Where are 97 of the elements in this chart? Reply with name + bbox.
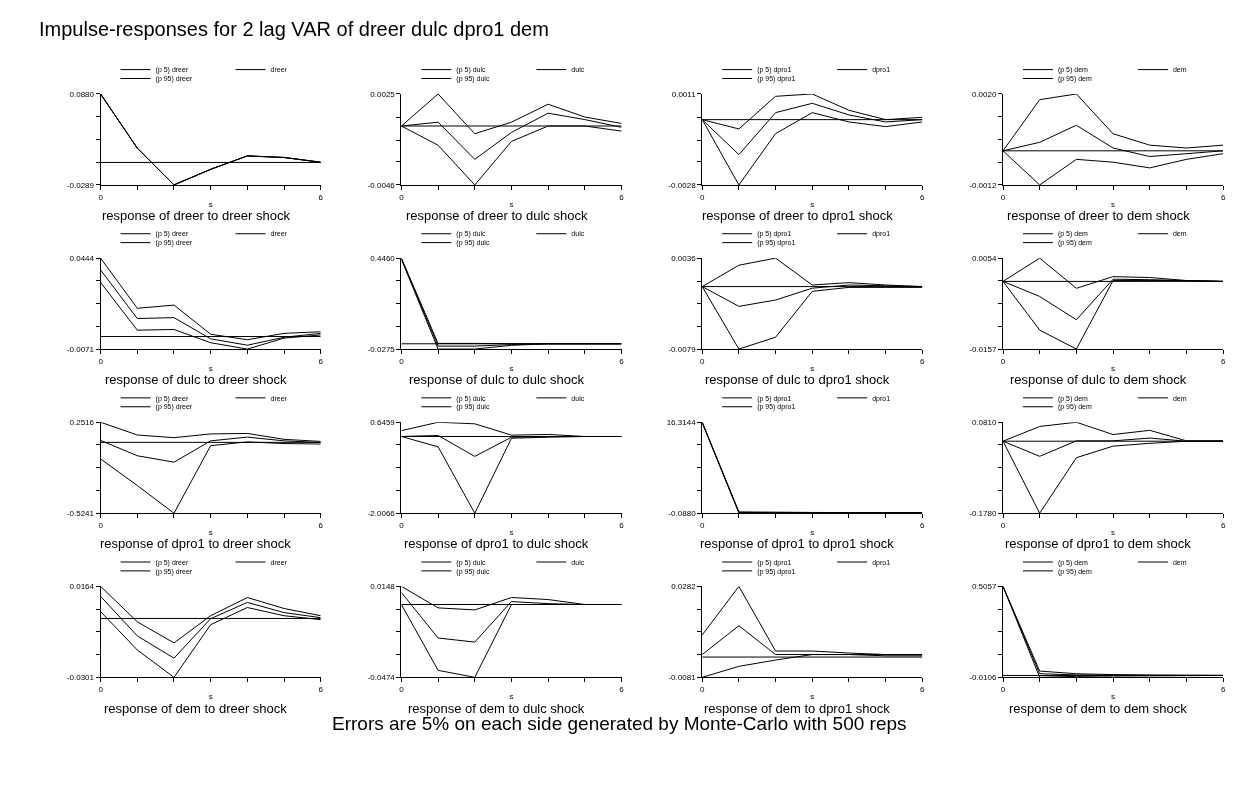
x-tick-label: 6 [1220, 520, 1226, 530]
y-tick-label: 0.0011 [671, 89, 697, 99]
y-tick-label: 0.0025 [370, 89, 396, 99]
y-tick-label: 0.2516 [69, 418, 95, 428]
x-axis-title: s [1111, 692, 1116, 702]
y-tick-label: 0.5057 [971, 582, 997, 592]
x-axis-title: s [509, 199, 514, 209]
y-tick-label: 0.0020 [971, 89, 997, 99]
x-axis-title: s [1111, 199, 1116, 209]
x-axis-title: s [1111, 363, 1116, 373]
x-tick-label: 6 [619, 192, 625, 202]
x-tick-label: 0 [1000, 684, 1006, 694]
y-tick-label: 0.4460 [370, 253, 396, 263]
text: response of dulc to dreer shock [105, 372, 287, 387]
y-tick-label: 0.0282 [671, 582, 697, 592]
y-tick-label: -0.0028 [668, 180, 697, 190]
y-tick-label: -0.0275 [367, 344, 396, 354]
x-tick-label: 0 [699, 520, 705, 530]
x-tick-label: 6 [920, 356, 926, 366]
x-axis-title: s [810, 692, 815, 702]
x-axis-title: s [810, 363, 815, 373]
text: response of dem to dulc shock [408, 701, 585, 716]
x-tick-label: 6 [619, 356, 625, 366]
y-tick-label: 0.6459 [370, 418, 396, 428]
x-tick-label: 6 [318, 684, 324, 694]
text: response of dreer to dem shock [1007, 208, 1191, 223]
y-tick-label: 0.0036 [671, 253, 697, 263]
x-tick-label: 0 [1000, 356, 1006, 366]
text: response of dulc to dulc shock [409, 372, 585, 387]
y-tick-label: 0.0810 [971, 418, 997, 428]
x-tick-label: 0 [98, 356, 104, 366]
x-tick-label: 0 [1000, 192, 1006, 202]
y-tick-label: -0.0301 [66, 673, 95, 683]
y-tick-label: 0.0148 [370, 582, 396, 592]
text: response of dpro1 to dreer shock [100, 536, 292, 551]
text: response of dulc to dpro1 shock [705, 372, 890, 387]
x-tick-label: 0 [699, 356, 705, 366]
x-tick-label: 6 [318, 356, 324, 366]
x-tick-label: 6 [1220, 684, 1226, 694]
y-tick-label: 0.0880 [69, 89, 95, 99]
x-tick-label: 6 [619, 520, 625, 530]
y-tick-label: 0.0444 [69, 253, 95, 263]
y-tick-label: -2.0066 [367, 509, 396, 519]
x-tick-label: 6 [1220, 192, 1226, 202]
x-tick-label: 0 [98, 684, 104, 694]
x-axis-title: s [810, 199, 815, 209]
text: response of dulc to dem shock [1010, 372, 1187, 387]
y-tick-label: -0.0012 [969, 180, 997, 190]
y-tick-label: -0.0289 [66, 180, 95, 190]
y-tick-label: -0.0081 [668, 673, 697, 683]
x-tick-label: 0 [699, 684, 705, 694]
x-tick-label: 6 [1220, 356, 1226, 366]
y-tick-label: -0.0071 [66, 344, 95, 354]
text: response of dem to dpro1 shock [704, 701, 891, 716]
x-axis-title: s [208, 363, 213, 373]
x-tick-label: 0 [399, 520, 405, 530]
x-axis-title: s [509, 363, 514, 373]
x-tick-label: 6 [318, 520, 324, 530]
x-axis-title: s [208, 199, 213, 209]
x-tick-label: 6 [920, 192, 926, 202]
text: response of dem to dem shock [1009, 701, 1188, 716]
y-tick-label: -0.1780 [969, 509, 997, 519]
x-tick-label: 0 [98, 192, 104, 202]
text: response of dpro1 to dpro1 shock [700, 536, 895, 551]
text: response of dpro1 to dem shock [1005, 536, 1192, 551]
x-tick-label: 6 [920, 684, 926, 694]
x-tick-label: 6 [318, 192, 324, 202]
y-tick-label: 16.3144 [666, 418, 697, 428]
y-tick-label: -0.0046 [367, 180, 396, 190]
text: response of dem to dreer shock [104, 701, 288, 716]
x-tick-label: 0 [1000, 520, 1006, 530]
text: response of dreer to dulc shock [406, 208, 588, 223]
y-tick-label: -0.5241 [66, 509, 95, 519]
x-tick-label: 0 [399, 356, 405, 366]
y-tick-label: -0.0157 [969, 344, 997, 354]
y-tick-label: -0.0474 [367, 673, 396, 683]
x-tick-label: 6 [920, 520, 926, 530]
x-axis-title: s [509, 527, 514, 537]
x-axis-title: s [208, 527, 213, 537]
text: Impulse-responses for 2 lag VAR of dreer dulc dpro1 dem [39, 18, 549, 40]
y-tick-label: 0.0164 [69, 582, 95, 592]
x-tick-label: 6 [619, 684, 625, 694]
x-tick-label: 0 [399, 684, 405, 694]
x-tick-label: 0 [98, 520, 104, 530]
x-axis-title: s [1111, 527, 1116, 537]
x-axis-title: s [208, 692, 213, 702]
x-axis-title: s [509, 692, 514, 702]
x-tick-label: 0 [699, 192, 705, 202]
y-tick-label: -0.0106 [969, 673, 997, 683]
text: response of dpro1 to dulc shock [404, 536, 589, 551]
x-tick-label: 0 [399, 192, 405, 202]
text: response of dreer to dpro1 shock [702, 208, 894, 223]
y-tick-label: -0.0079 [668, 344, 697, 354]
x-axis-title: s [810, 527, 815, 537]
text: response of dreer to dreer shock [102, 208, 291, 223]
y-tick-label: -0.0880 [668, 509, 697, 519]
y-tick-label: 0.0054 [971, 253, 997, 263]
